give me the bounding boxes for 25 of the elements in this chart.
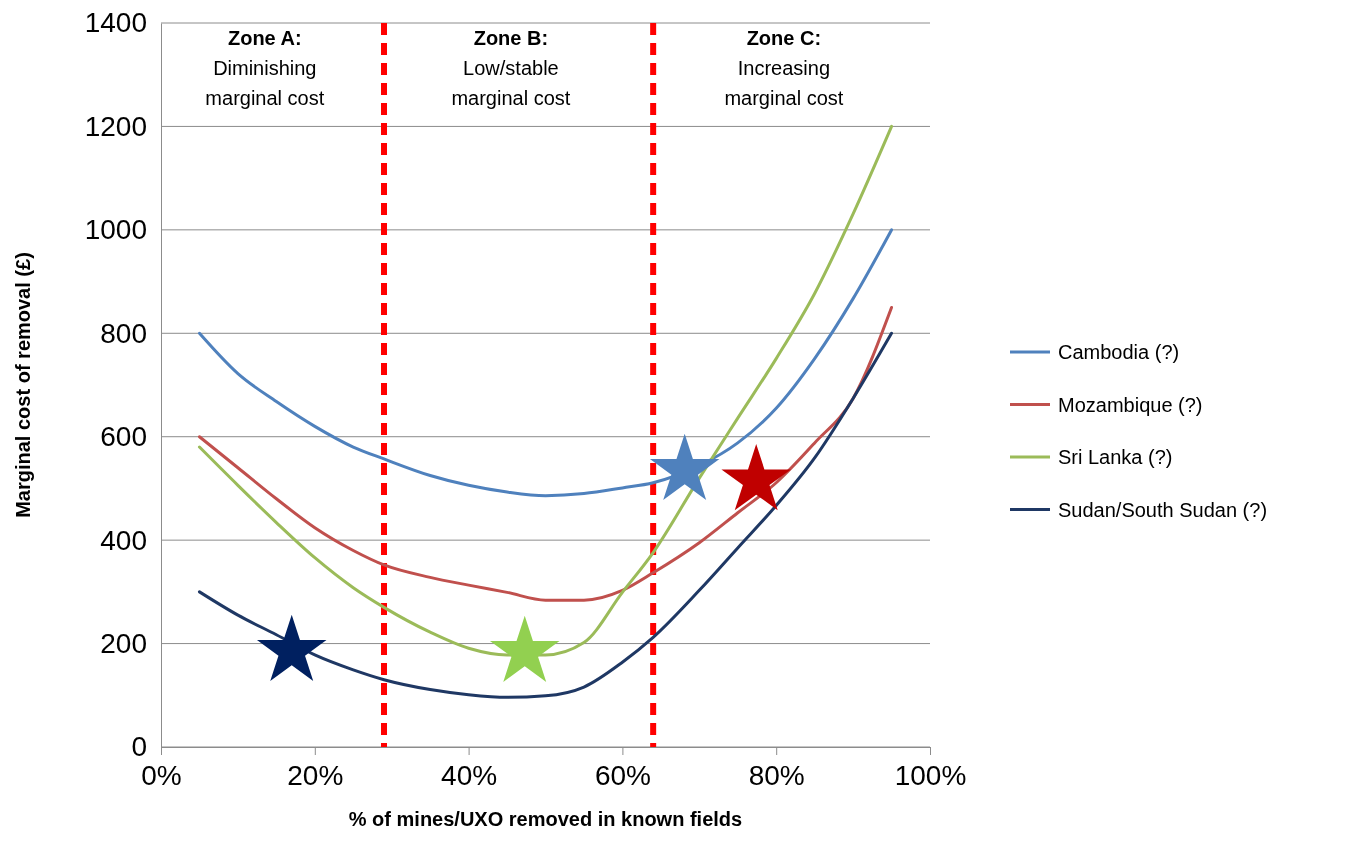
y-tick-label: 1400	[84, 7, 147, 39]
legend-label: Sudan/South Sudan (?)	[1058, 498, 1268, 521]
annotation: Zone C: Increasing marginal cost	[724, 27, 844, 109]
x-axis-title: % of mines/UXO removed in known fields	[348, 808, 743, 830]
y-axis-title: Marginal cost of removal (£)	[12, 252, 34, 518]
y-tick-label: 400	[100, 524, 147, 556]
line-series	[197, 228, 894, 498]
annotation: Zone B: Low/stable marginal cost	[451, 27, 571, 109]
legend-label: Mozambique (?)	[1058, 393, 1203, 416]
line-series	[197, 331, 894, 699]
legend-label: Cambodia (?)	[1058, 341, 1180, 363]
legend-label: Sri Lanka (?)	[1058, 446, 1173, 468]
x-tick-label: 100%	[894, 759, 967, 791]
y-tick-label: 800	[100, 317, 147, 349]
x-tick-label: 80%	[748, 759, 805, 791]
line-series	[197, 305, 894, 602]
annotation: Zone A: Diminishing marginal cost	[205, 27, 325, 109]
line-series	[197, 124, 894, 657]
x-tick-label: 40%	[441, 759, 498, 791]
y-tick-label: 1000	[84, 214, 147, 246]
x-tick-label: 20%	[287, 759, 344, 791]
y-tick-label: 1200	[84, 110, 147, 142]
y-tick-label: 600	[100, 421, 147, 453]
y-tick-label: 200	[100, 628, 147, 660]
x-tick-label: 60%	[594, 759, 651, 791]
